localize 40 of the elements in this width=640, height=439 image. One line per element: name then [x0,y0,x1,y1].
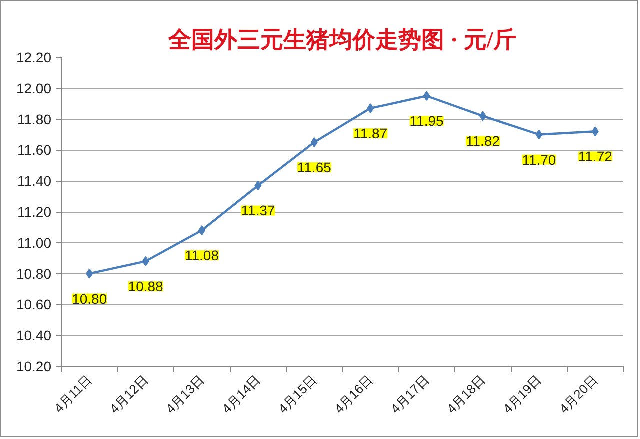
data-label: 11.08 [185,248,220,264]
x-tick-label: 4月17日 [388,372,432,417]
x-tick-label: 4月20日 [556,372,601,417]
data-label: 11.37 [241,202,276,219]
y-tick-label: 12.00 [16,80,52,96]
y-tick-label: 11.80 [18,111,52,128]
x-tick-label: 4月14日 [219,372,264,417]
data-label: 11.95 [410,113,444,130]
x-tick-label: 4月15日 [275,372,320,417]
y-tick-label: 12.20 [16,50,52,66]
x-tick-label: 4月12日 [106,372,152,417]
data-label: 11.65 [297,159,332,176]
y-tick-label: 11.00 [18,234,52,251]
y-tick-label: 11.40 [18,173,52,190]
y-tick-label: 11.60 [18,142,52,158]
y-tick-label: 10.80 [16,266,52,282]
point [142,256,150,266]
point [310,137,318,148]
point [536,130,543,140]
data-label: 10.88 [128,278,164,294]
point [86,268,94,279]
data-label: 11.82 [466,133,500,150]
y-tick-label: 10.20 [16,358,52,374]
y-tick-label: 11.20 [18,204,52,220]
chart-title: 全国外三元生猪均价走势图 · 元/斤 [168,28,516,52]
y-tick-label: 10.40 [16,328,52,344]
x-tick-label: 4月11日 [51,372,95,416]
point [423,91,430,102]
x-tick-label: 4月18日 [444,372,488,417]
x-tick-label: 4月16日 [332,372,376,417]
y-tick-label: 10.60 [16,296,52,313]
data-label: 11.72 [578,148,613,165]
x-tick-label: 4月13日 [162,372,208,417]
point [592,126,599,137]
data-label: 11.87 [354,125,388,142]
x-tick-label: 4月19日 [500,372,545,417]
point [367,103,374,114]
point [254,180,262,191]
data-label: 11.70 [522,152,556,168]
data-label: 10.80 [72,290,108,307]
